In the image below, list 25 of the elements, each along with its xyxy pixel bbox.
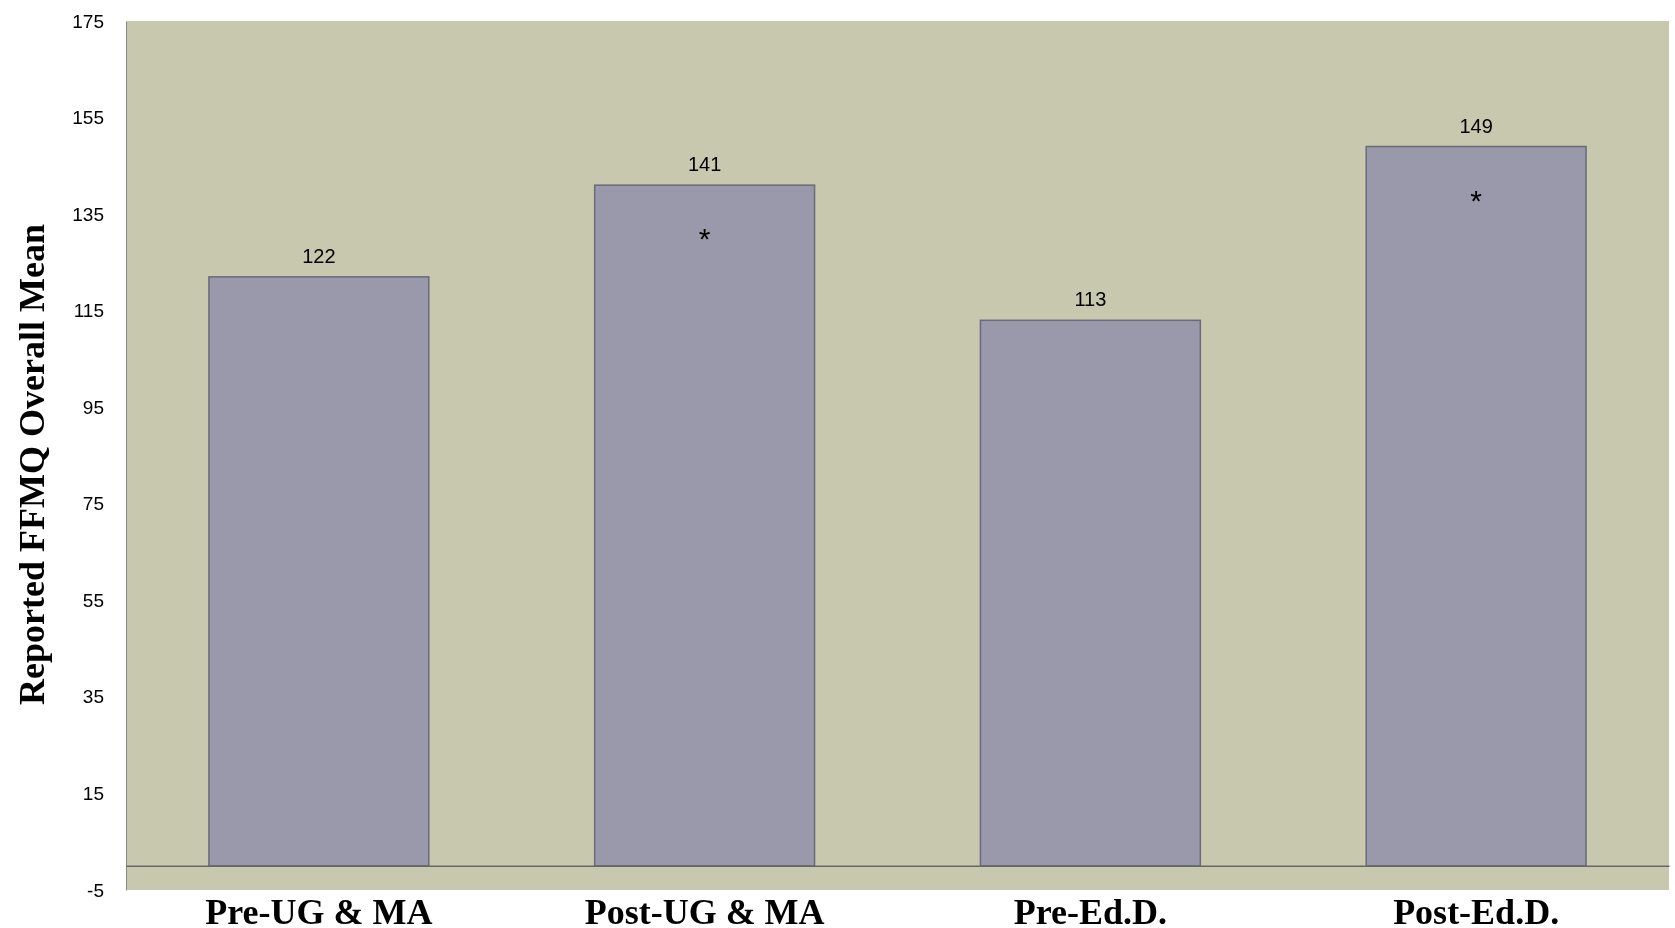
bar — [208, 276, 430, 867]
x-tick-label: Post-UG & MA — [584, 892, 825, 928]
data-label: 149 — [1459, 114, 1493, 137]
x-tick-label: Post-Ed.D. — [1393, 892, 1560, 928]
y-tick-label: 135 — [72, 203, 104, 225]
bar — [1365, 145, 1587, 867]
y-tick-label: 15 — [82, 783, 104, 805]
y-tick-label: -5 — [87, 879, 104, 901]
bar — [979, 319, 1202, 867]
y-tick-label: 155 — [72, 107, 104, 129]
data-label: 141 — [687, 153, 722, 176]
y-tick-label: 95 — [82, 396, 104, 418]
y-tick-label: 75 — [82, 493, 104, 515]
y-tick-label: 175 — [72, 10, 104, 32]
x-tick-label: Pre-UG & MA — [205, 892, 433, 928]
x-tick-label: Pre-Ed.D. — [1013, 892, 1168, 928]
y-tick-label: 115 — [73, 300, 104, 322]
data-label: 113 — [1074, 288, 1107, 311]
data-label: 122 — [302, 244, 336, 267]
y-tick-label: 35 — [82, 686, 104, 708]
y-tick-label: 55 — [82, 589, 104, 611]
y-axis-title: Reported FFMQ Overall Mean — [12, 224, 52, 705]
bar — [593, 184, 816, 867]
annotation: * — [698, 222, 711, 256]
annotation: * — [1470, 183, 1483, 217]
